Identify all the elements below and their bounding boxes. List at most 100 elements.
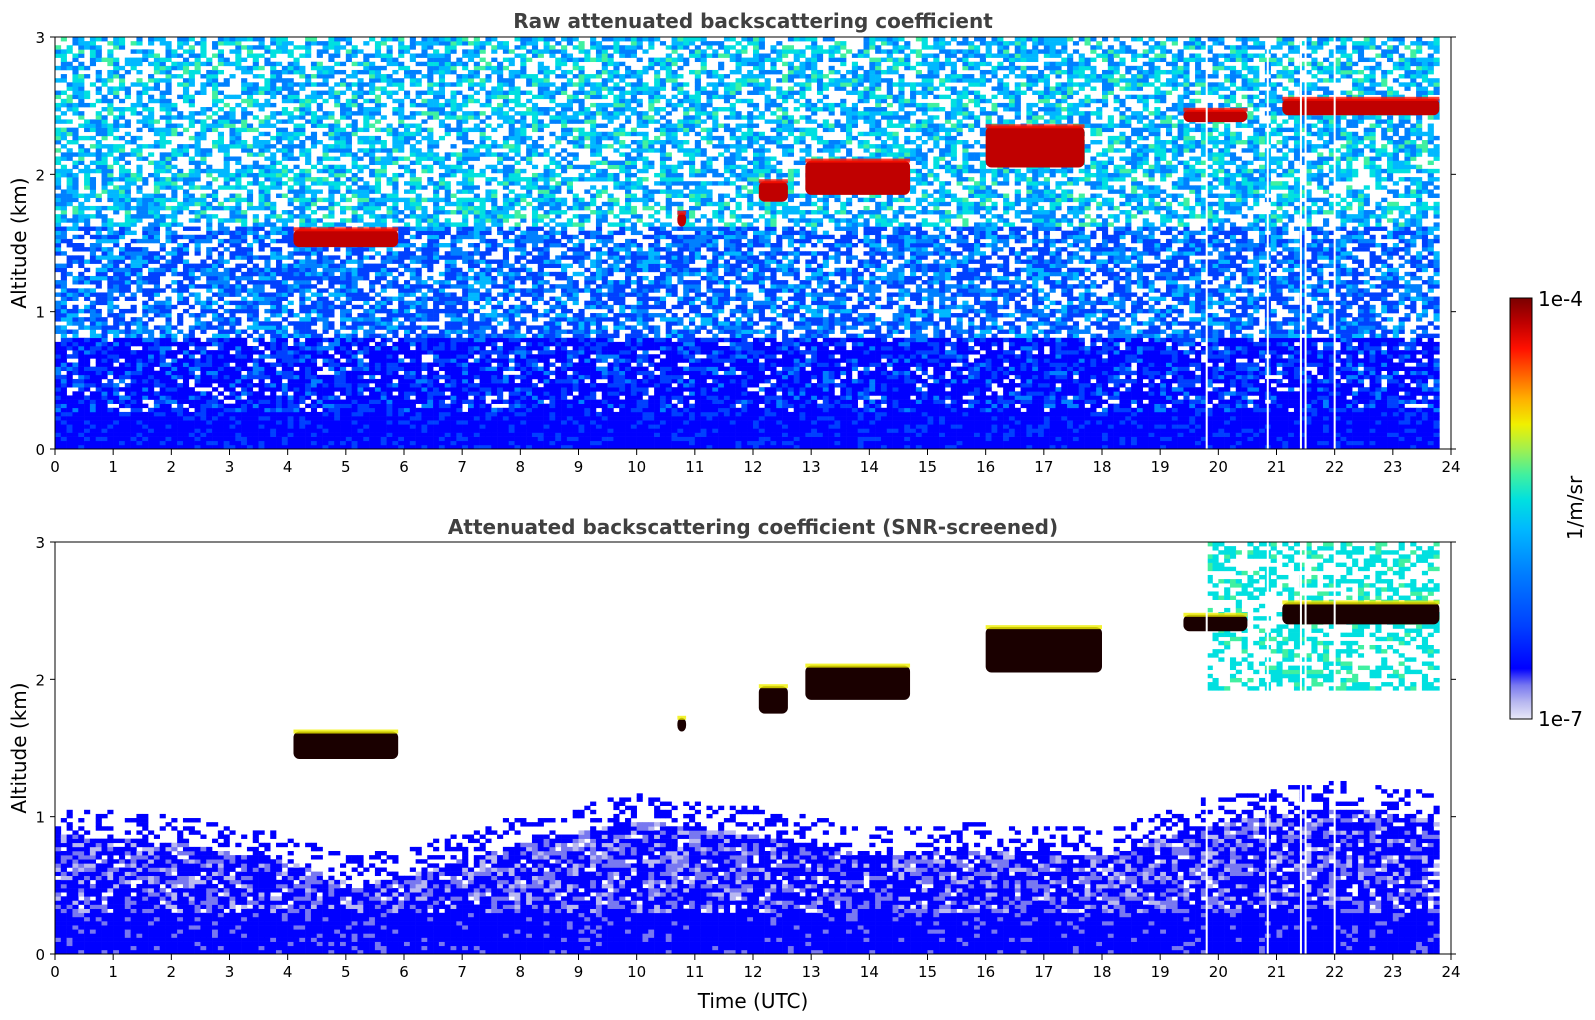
heatmap-cell bbox=[404, 69, 411, 75]
heatmap-cell bbox=[305, 304, 312, 310]
heatmap-cell bbox=[200, 374, 207, 380]
heatmap-cell bbox=[398, 45, 405, 50]
heatmap-cell bbox=[153, 189, 160, 194]
heatmap-cell bbox=[369, 74, 376, 79]
heatmap-cell bbox=[258, 354, 265, 359]
heatmap-cell bbox=[357, 432, 364, 437]
heatmap-cell bbox=[142, 403, 149, 409]
heatmap-cell bbox=[194, 263, 201, 269]
heatmap-cell bbox=[200, 354, 207, 359]
heatmap-cell bbox=[101, 156, 108, 161]
heatmap-cell bbox=[130, 403, 137, 409]
heatmap-cell bbox=[299, 172, 306, 178]
heatmap-cell bbox=[369, 304, 376, 310]
heatmap-cell bbox=[72, 350, 79, 355]
heatmap-cell bbox=[101, 238, 108, 244]
heatmap-cell bbox=[398, 197, 405, 203]
heatmap-cell bbox=[159, 102, 166, 108]
heatmap-cell bbox=[217, 49, 224, 54]
heatmap-cell bbox=[136, 201, 143, 207]
heatmap-cell bbox=[374, 366, 382, 372]
heatmap-cell bbox=[409, 197, 416, 203]
heatmap-cell bbox=[159, 374, 166, 380]
heatmap-cell bbox=[444, 284, 451, 289]
heatmap-cell bbox=[334, 358, 341, 363]
heatmap-cell bbox=[427, 387, 434, 392]
heatmap-cell bbox=[287, 177, 294, 182]
heatmap-cell bbox=[246, 65, 254, 71]
heatmap-cell bbox=[276, 374, 283, 380]
heatmap-cell bbox=[438, 428, 446, 433]
heatmap-cell bbox=[305, 251, 312, 256]
heatmap-cell bbox=[60, 267, 67, 273]
heatmap-cell bbox=[276, 135, 283, 141]
heatmap-cell bbox=[299, 362, 306, 367]
heatmap-cell bbox=[299, 74, 306, 79]
heatmap-cell bbox=[276, 37, 283, 42]
heatmap-cell bbox=[369, 346, 376, 351]
heatmap-cell bbox=[252, 90, 259, 95]
heatmap-cell bbox=[235, 370, 242, 376]
heatmap-cell bbox=[322, 391, 329, 396]
heatmap-cell bbox=[351, 271, 358, 277]
heatmap-cell bbox=[363, 181, 370, 186]
heatmap-cell bbox=[299, 341, 306, 347]
heatmap-cell bbox=[340, 374, 347, 380]
heatmap-cell bbox=[258, 275, 265, 281]
heatmap-cell bbox=[328, 115, 335, 120]
heatmap-cell bbox=[235, 181, 242, 186]
heatmap-cell bbox=[293, 45, 300, 50]
heatmap-cell bbox=[212, 247, 219, 252]
heatmap-cell bbox=[305, 284, 312, 289]
heatmap-cell bbox=[252, 411, 259, 417]
heatmap-cell bbox=[392, 111, 399, 116]
heatmap-cell bbox=[206, 201, 213, 207]
heatmap-cell bbox=[433, 152, 440, 157]
heatmap-cell bbox=[136, 152, 143, 157]
heatmap-cell bbox=[118, 280, 126, 285]
heatmap-cell bbox=[66, 140, 73, 145]
heatmap-cell bbox=[229, 424, 236, 429]
heatmap-cell bbox=[270, 436, 277, 442]
heatmap-cell bbox=[153, 350, 160, 355]
heatmap-cell bbox=[421, 399, 428, 404]
heatmap-cell bbox=[433, 428, 440, 433]
heatmap-cell bbox=[118, 341, 126, 347]
heatmap-cell bbox=[118, 275, 126, 281]
heatmap-cell bbox=[148, 226, 155, 231]
heatmap-cell bbox=[293, 321, 300, 326]
heatmap-cell bbox=[188, 399, 195, 404]
heatmap-cell bbox=[310, 144, 318, 149]
heatmap-cell bbox=[415, 383, 422, 388]
heatmap-cell bbox=[84, 94, 91, 100]
heatmap-cell bbox=[334, 69, 341, 75]
heatmap-cell bbox=[305, 329, 312, 334]
heatmap-cell bbox=[235, 420, 242, 425]
heatmap-cell bbox=[118, 308, 126, 314]
heatmap-cell bbox=[229, 428, 236, 433]
heatmap-cell bbox=[287, 189, 294, 194]
heatmap-cell bbox=[345, 407, 352, 413]
heatmap-cell bbox=[270, 37, 277, 42]
heatmap-cell bbox=[177, 259, 184, 264]
heatmap-cell bbox=[182, 37, 190, 42]
heatmap-cell bbox=[165, 102, 172, 108]
heatmap-cell bbox=[229, 119, 236, 124]
heatmap-cell bbox=[310, 444, 318, 449]
heatmap-cell bbox=[357, 383, 364, 388]
heatmap-cell bbox=[293, 82, 300, 87]
heatmap-cell bbox=[293, 387, 300, 392]
heatmap-cell bbox=[427, 313, 434, 318]
heatmap-cell bbox=[276, 267, 283, 273]
heatmap-cell bbox=[421, 407, 428, 413]
heatmap-cell bbox=[386, 432, 393, 437]
heatmap-cell bbox=[55, 416, 62, 421]
heatmap-cell bbox=[258, 337, 265, 343]
heatmap-cell bbox=[351, 247, 358, 252]
heatmap-cell bbox=[270, 230, 277, 236]
heatmap-cell bbox=[124, 333, 131, 339]
heatmap-cell bbox=[404, 255, 411, 260]
heatmap-cell bbox=[72, 152, 79, 157]
heatmap-cell bbox=[142, 226, 149, 231]
heatmap-cell bbox=[171, 391, 178, 396]
